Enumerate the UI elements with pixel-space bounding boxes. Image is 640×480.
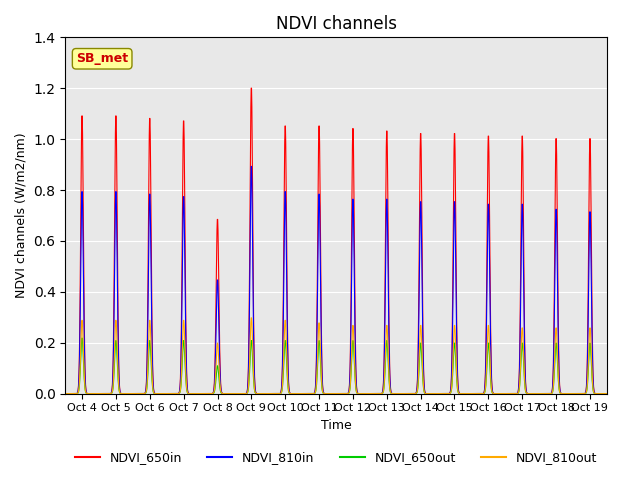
NDVI_650out	[78, 335, 86, 341]
NDVI_650out	[569, 391, 577, 396]
NDVI_810in	[603, 391, 611, 396]
NDVI_810in	[569, 391, 577, 396]
NDVI_650out	[159, 391, 166, 396]
Y-axis label: NDVI channels (W/m2/nm): NDVI channels (W/m2/nm)	[15, 132, 28, 298]
NDVI_810out	[247, 315, 255, 321]
NDVI_810in	[61, 391, 69, 396]
NDVI_650in	[247, 85, 255, 91]
NDVI_810in	[307, 391, 315, 396]
NDVI_650out	[197, 391, 205, 396]
NDVI_650in	[158, 391, 166, 396]
Line: NDVI_810out: NDVI_810out	[65, 318, 607, 394]
Legend: NDVI_650in, NDVI_810in, NDVI_650out, NDVI_810out: NDVI_650in, NDVI_810in, NDVI_650out, NDV…	[70, 446, 602, 469]
Line: NDVI_810in: NDVI_810in	[65, 167, 607, 394]
NDVI_810out	[569, 391, 577, 396]
NDVI_810out	[197, 391, 205, 396]
NDVI_810out	[72, 391, 79, 396]
Text: SB_met: SB_met	[76, 52, 128, 65]
NDVI_650out	[603, 391, 611, 396]
NDVI_810in	[158, 391, 166, 396]
NDVI_650out	[435, 391, 443, 396]
NDVI_810out	[61, 391, 69, 396]
NDVI_650in	[339, 391, 347, 396]
NDVI_810out	[158, 391, 166, 396]
NDVI_650out	[72, 391, 79, 396]
NDVI_650in	[61, 391, 69, 396]
NDVI_650in	[603, 391, 611, 396]
NDVI_810in	[197, 391, 205, 396]
NDVI_650in	[569, 391, 577, 396]
NDVI_650in	[307, 391, 315, 396]
NDVI_650out	[61, 391, 69, 396]
NDVI_810in	[247, 164, 255, 169]
NDVI_650out	[307, 391, 315, 396]
NDVI_810in	[435, 391, 443, 396]
Line: NDVI_650out: NDVI_650out	[65, 338, 607, 394]
NDVI_650out	[339, 391, 347, 396]
NDVI_650in	[197, 391, 205, 396]
NDVI_810in	[339, 391, 347, 396]
X-axis label: Time: Time	[321, 419, 351, 432]
NDVI_810out	[339, 391, 347, 396]
NDVI_650in	[72, 391, 79, 396]
NDVI_810out	[435, 391, 443, 396]
NDVI_810out	[603, 391, 611, 396]
NDVI_810out	[307, 391, 315, 396]
NDVI_650in	[435, 391, 443, 396]
NDVI_810in	[72, 391, 79, 396]
Title: NDVI channels: NDVI channels	[275, 15, 397, 33]
Line: NDVI_650in: NDVI_650in	[65, 88, 607, 394]
